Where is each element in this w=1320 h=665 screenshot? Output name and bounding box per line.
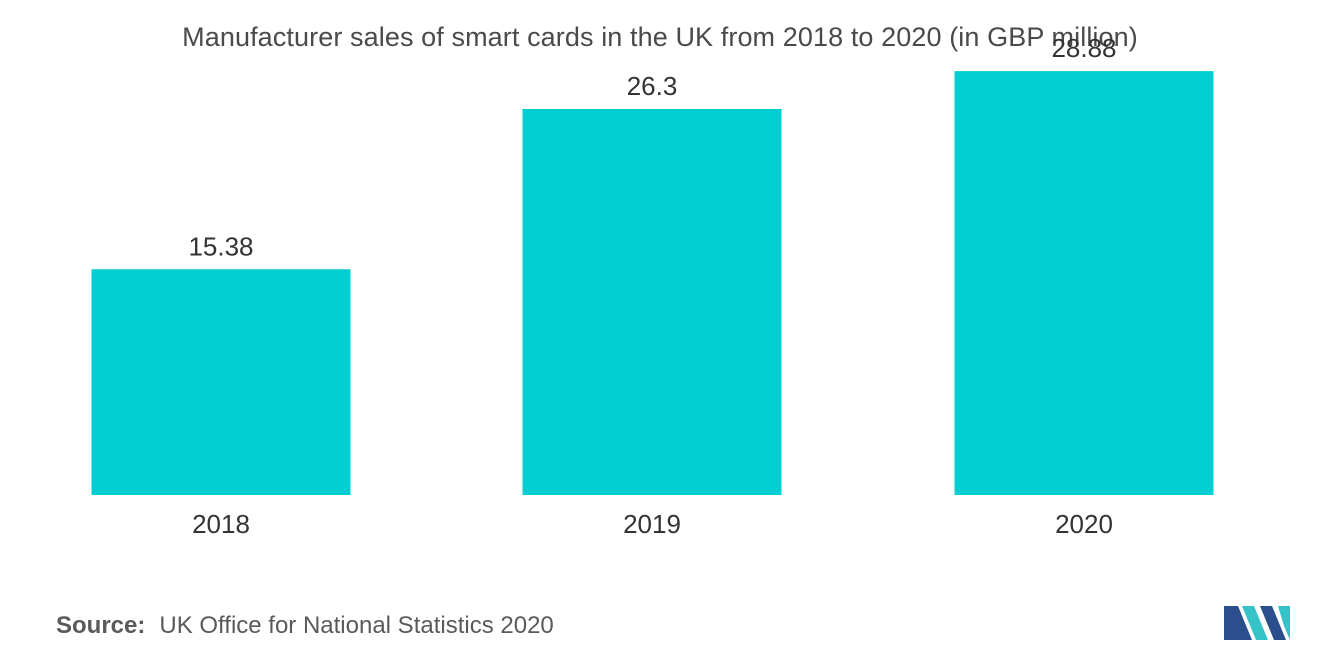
source-text: UK Office for National Statistics 2020 <box>159 612 554 639</box>
value-label-2019: 26.3 <box>627 71 678 101</box>
bars-layer <box>91 71 1214 496</box>
logo-shape-right-light <box>1260 606 1286 640</box>
logo-shape-mid <box>1242 606 1268 640</box>
bar-2020 <box>954 71 1214 496</box>
logo-shape-left <box>1224 606 1252 640</box>
mordor-intelligence-logo-icon <box>1224 606 1290 640</box>
source-note: Source: UK Office for National Statistics… <box>56 612 554 640</box>
value-label-2020: 28.88 <box>1051 33 1116 63</box>
source-label: Source: <box>56 612 146 639</box>
bar-2018 <box>91 269 351 495</box>
category-label-2020: 2020 <box>1055 509 1113 539</box>
category-label-2019: 2019 <box>623 509 681 539</box>
value-label-2018: 15.38 <box>188 231 253 261</box>
bar-chart: 15.38 26.3 28.88 2018 2019 2020 <box>91 33 1214 539</box>
chart-title: Manufacturer sales of smart cards in the… <box>182 22 1138 52</box>
bar-2019 <box>522 108 782 495</box>
category-label-2018: 2018 <box>192 509 250 539</box>
logo-shape-right-bar <box>1278 606 1290 640</box>
value-labels-layer: 15.38 26.3 28.88 <box>188 33 1116 261</box>
category-labels-layer: 2018 2019 2020 <box>192 509 1113 539</box>
